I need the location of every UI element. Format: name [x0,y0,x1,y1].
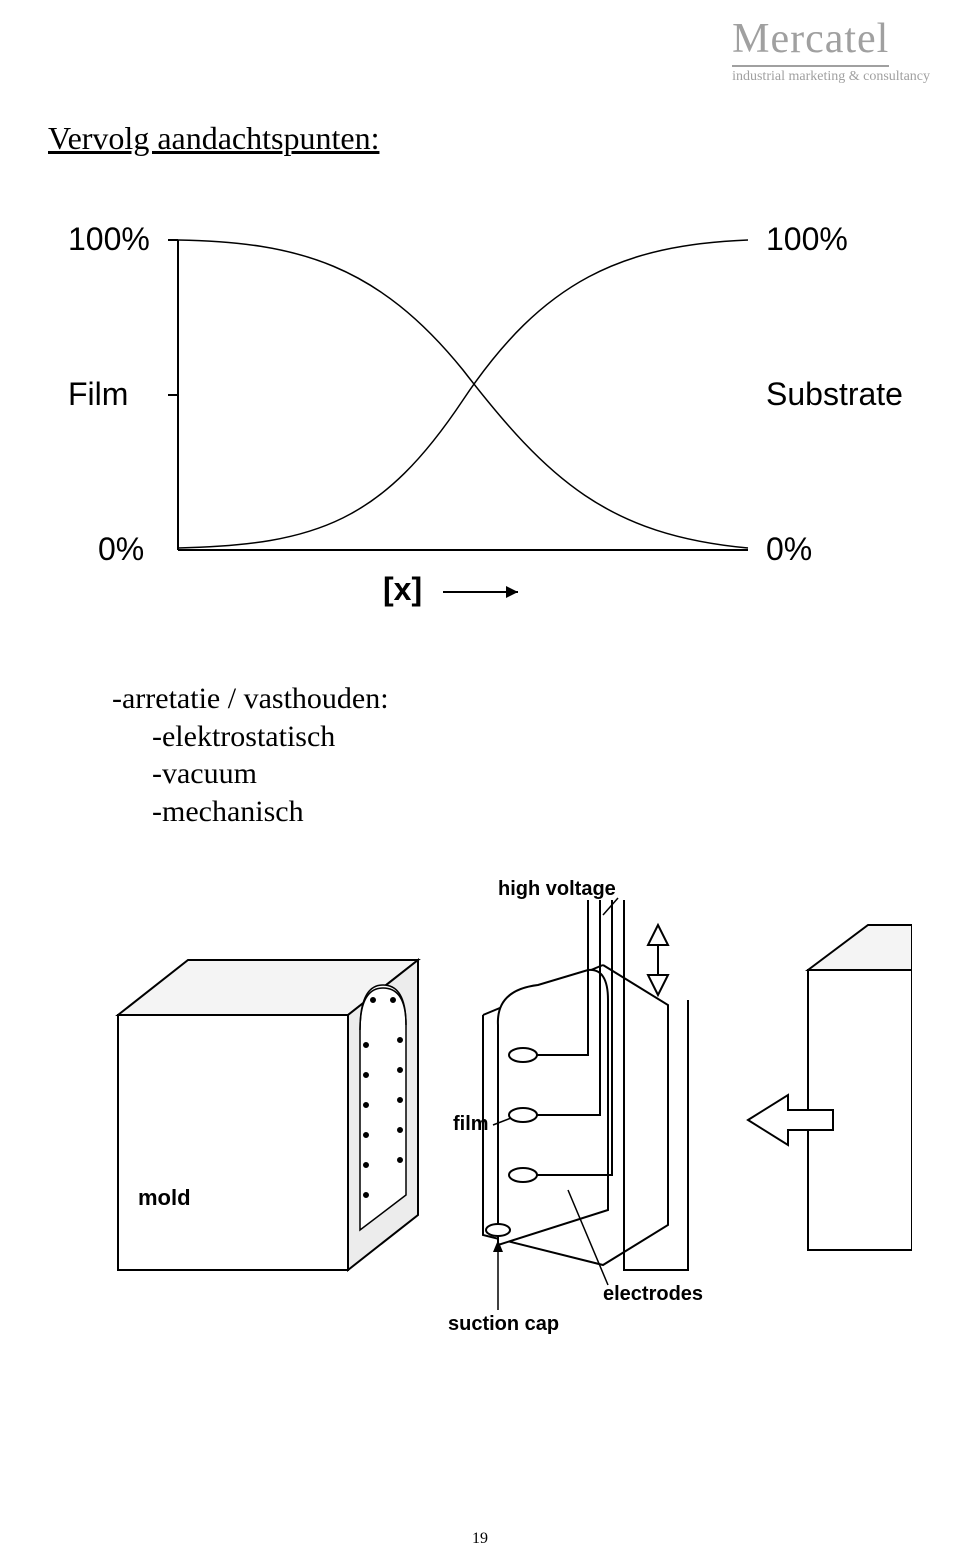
substrate-curve [178,240,748,548]
label-suction-cap: suction cap [448,1313,559,1335]
logo-name: Mercatel [732,15,889,67]
page-number: 19 [472,1530,488,1548]
right-block [808,925,912,1250]
x-arrow-head [506,586,518,598]
label-left-bottom: 0% [98,531,144,567]
label-right-bottom: 0% [766,531,812,567]
hv-pointer [603,898,618,915]
page-title: Vervolg aandachtspunten: [48,120,379,157]
updown-arrow [648,925,668,995]
label-x-axis: [x] [383,571,422,607]
label-electrodes: electrodes [603,1283,703,1305]
label-film: film [453,1113,489,1135]
label-mold: mold [138,1185,191,1210]
label-right-top: 100% [766,221,848,257]
text-block: -arretatie / vasthouden: -elektrostatisc… [112,680,389,830]
film-substrate-chart: 100% 100% 0% 0% Film Substrate [x] [48,200,912,630]
logo-tagline: industrial marketing & consultancy [732,69,930,85]
text-line-2: -elektrostatisch [112,718,389,756]
brand-logo: Mercatel industrial marketing & consulta… [732,15,930,85]
film-curve [178,240,748,548]
label-high-voltage: high voltage [498,878,616,900]
label-right-axis: Substrate [766,376,903,412]
text-line-1: -arretatie / vasthouden: [112,680,389,718]
label-left-axis: Film [68,376,128,412]
label-left-top: 100% [68,221,150,257]
mold-diagram: mold high voltage [48,870,912,1370]
mold-block [118,960,418,1270]
text-line-3: -vacuum [112,755,389,793]
text-line-4: -mechanisch [112,793,389,831]
